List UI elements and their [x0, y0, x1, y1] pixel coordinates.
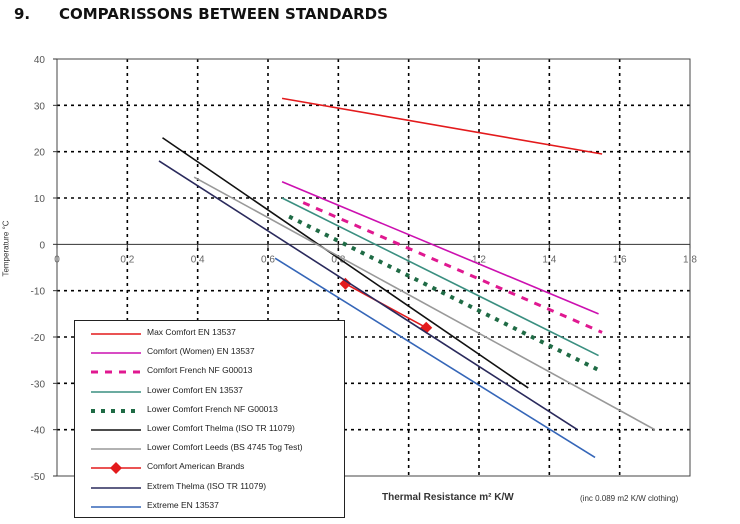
series-line-8	[158, 160, 578, 431]
legend-label: Max Comfort EN 13537	[147, 327, 236, 337]
series-line-3	[281, 197, 599, 357]
legend-item: Comfort French NF G00013	[75, 363, 344, 382]
legend-swatch	[91, 390, 141, 393]
y-axis-label: Temperature °C	[1, 220, 11, 277]
section-heading: 9. COMPARISSONS BETWEEN STANDARDS	[14, 5, 388, 23]
series-line-0	[281, 97, 603, 155]
x-tick-label: 1.4	[542, 254, 556, 265]
y-tick-label: 40	[34, 55, 46, 66]
legend-swatch	[91, 408, 141, 413]
y-tick-label: 20	[34, 148, 46, 159]
x-tick-label: 1.8	[683, 254, 697, 265]
legend-label: Comfort American Brands	[147, 461, 245, 472]
x-tick-label: 0.8	[331, 254, 345, 265]
legend-item: Lower Comfort French NF G00013	[75, 402, 344, 421]
series-line-5	[162, 137, 529, 389]
legend-item: Max Comfort EN 13537	[75, 325, 344, 344]
x-tick-label: 1.2	[472, 254, 486, 265]
legend-swatch	[91, 462, 141, 475]
legend-item: Extreme EN 13537	[75, 498, 344, 517]
x-tick-label: 0.4	[191, 254, 205, 265]
x-axis-label: Thermal Resistance m² K/W	[382, 492, 514, 503]
x-tick-label: 1.6	[613, 254, 627, 265]
legend-item: Lower Comfort Leeds (BS 4745 Tog Test)	[75, 440, 344, 459]
legend-label: Lower Comfort Leeds (BS 4745 Tog Test)	[147, 442, 303, 453]
legend-item: Comfort (Women) EN 13537	[75, 344, 344, 363]
y-tick-label: 10	[34, 194, 46, 205]
series-line-4	[288, 214, 603, 374]
x-tick-label: 0	[54, 254, 60, 265]
y-tick-label: -20	[31, 333, 46, 344]
legend-swatch	[91, 370, 141, 374]
y-tick-label: -50	[31, 472, 46, 483]
section-number: 9.	[14, 5, 31, 23]
series-line-6	[193, 176, 656, 431]
chart-legend: Max Comfort EN 13537 Comfort (Women) EN 1…	[74, 320, 345, 518]
series-lines	[158, 97, 656, 459]
series-marker-7	[339, 277, 352, 290]
legend-label: Comfort (Women) EN 13537	[147, 346, 255, 357]
series-line-2	[302, 201, 603, 334]
legend-swatch	[91, 333, 141, 335]
y-tick-label: 0	[39, 240, 45, 251]
tick-labels: 0 0.2 0.4 0.6 0.8 1 1.2 1.4 1.6 1.8 40 30 20 10 0 -10 -2…	[31, 55, 698, 483]
y-tick-label: 30	[34, 101, 46, 112]
legend-label: Extreme EN 13537	[147, 499, 219, 510]
legend-label: Lower Comfort EN 13537	[147, 384, 243, 395]
legend-swatch	[91, 429, 141, 431]
legend-item: Lower Comfort EN 13537	[75, 383, 344, 402]
legend-swatch-marker	[110, 462, 122, 475]
legend-swatch	[91, 448, 141, 450]
legend-item: Extrem Thelma (ISO TR 11079)	[75, 479, 344, 498]
legend-item: Comfort American Brands	[75, 459, 344, 478]
plot-frame	[56, 58, 691, 477]
legend-swatch	[91, 352, 141, 354]
series-line-1	[281, 181, 599, 315]
section-title: COMPARISSONS BETWEEN STANDARDS	[59, 5, 388, 23]
x-tick-label: 0.2	[120, 254, 134, 265]
series-line-9	[274, 257, 596, 459]
legend-swatch	[91, 505, 141, 508]
x-axis-note: (inc 0.089 m2 K/W clothing)	[580, 494, 679, 503]
x-tick-label: 0.6	[261, 254, 275, 265]
y-tick-label: -40	[31, 426, 46, 437]
legend-label: Lower Comfort Thelma (ISO TR 11079)	[147, 423, 295, 433]
legend-label: Comfort French NF G00013	[147, 365, 253, 376]
legend-label: Lower Comfort French NF G00013	[147, 403, 278, 414]
y-tick-label: -10	[31, 287, 46, 298]
x-tick-label: 1	[406, 254, 412, 265]
legend-item: Lower Comfort Thelma (ISO TR 11079)	[75, 421, 344, 440]
legend-swatch	[91, 486, 141, 489]
y-tick-label: -30	[31, 379, 46, 390]
legend-label: Extrem Thelma (ISO TR 11079)	[147, 480, 267, 491]
